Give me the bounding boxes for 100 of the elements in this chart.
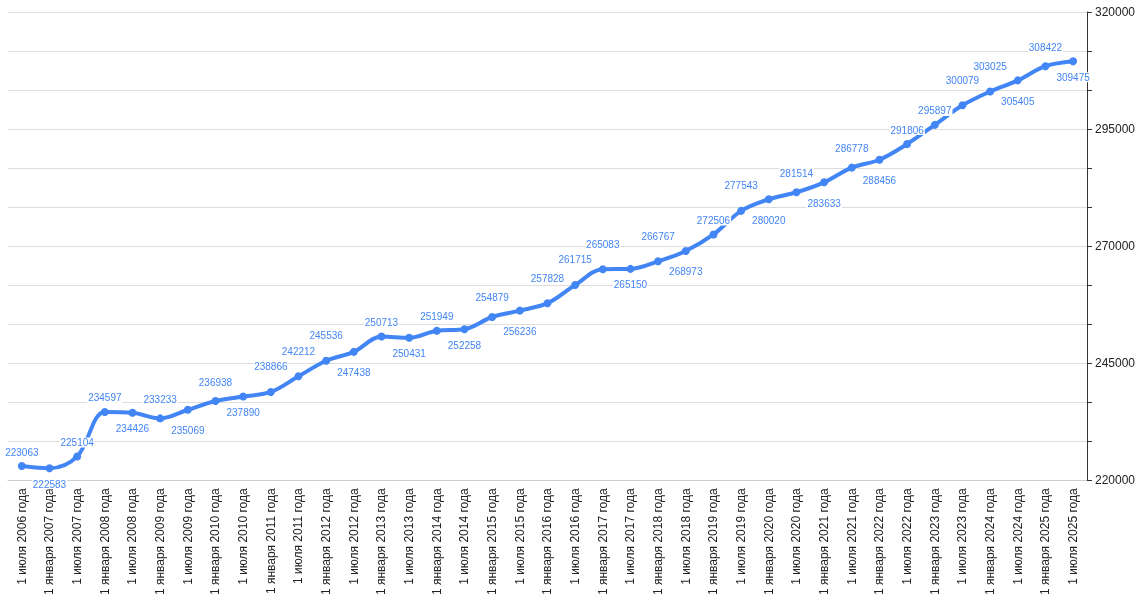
- x-tick-label: 1 января 2007 года: [42, 488, 57, 596]
- y-tick-label: 245000: [1094, 356, 1136, 371]
- data-label: 250431: [392, 348, 427, 360]
- point: [17, 462, 26, 471]
- data-label: 234597: [88, 392, 122, 404]
- data-label: 272506: [696, 214, 731, 226]
- point: [681, 246, 690, 255]
- point: [266, 388, 275, 396]
- point: [45, 464, 54, 473]
- point: [543, 299, 552, 308]
- data-label: 247438: [337, 367, 371, 379]
- data-label: 265083: [586, 238, 620, 250]
- point: [820, 178, 829, 187]
- data-label: 265150: [613, 279, 648, 291]
- point: [460, 325, 469, 334]
- point: [183, 405, 192, 414]
- data-label: 222583: [32, 478, 67, 490]
- point: [349, 347, 358, 356]
- x-tick-label: 1 января 2024 года: [983, 488, 998, 596]
- x-tick-label: 1 января 2013 года: [374, 488, 389, 596]
- data-label: 252258: [447, 339, 482, 351]
- data-label: 286778: [835, 143, 869, 155]
- point: [930, 120, 939, 129]
- point: [322, 356, 331, 365]
- x-tick-label: 1 июля 2013 года: [402, 488, 417, 585]
- data-label: 300079: [945, 74, 980, 86]
- data-label: 308422: [1028, 41, 1063, 53]
- data-label: 305405: [1001, 95, 1035, 107]
- data-label: 223063: [5, 446, 39, 458]
- point: [239, 392, 248, 401]
- point: [737, 206, 746, 215]
- data-label: 236938: [198, 376, 233, 388]
- x-tick-label: 1 января 2017 года: [595, 488, 610, 596]
- data-label: 283633: [807, 197, 842, 209]
- data-label: 233233: [143, 393, 178, 405]
- point: [792, 188, 801, 197]
- data-label: 257828: [530, 272, 565, 284]
- point: [73, 452, 82, 461]
- x-tick-label: 1 июля 2022 года: [900, 488, 915, 585]
- point: [571, 280, 580, 289]
- data-label: 251949: [420, 311, 454, 323]
- x-tick-label: 1 июля 2014 года: [457, 488, 472, 585]
- point: [847, 163, 856, 172]
- x-tick-label: 1 июля 2010 года: [236, 488, 251, 585]
- point: [432, 326, 441, 335]
- x-tick-label: 1 января 2016 года: [540, 488, 555, 596]
- data-label: 225104: [60, 436, 95, 448]
- data-label: 242212: [281, 345, 316, 357]
- point: [211, 397, 220, 406]
- x-tick-label: 1 января 2014 года: [429, 488, 444, 596]
- x-tick-label: 1 января 2023 года: [927, 488, 942, 596]
- x-tick-label: 1 июля 2008 года: [125, 488, 140, 585]
- data-label: 250713: [364, 317, 399, 329]
- x-tick-label: 1 января 2021 года: [817, 488, 832, 596]
- x-tick-label: 1 июля 2016 года: [568, 488, 583, 585]
- x-tick-label: 1 января 2025 года: [1038, 488, 1053, 596]
- data-label: 238866: [254, 361, 288, 373]
- x-tick-label: 1 января 2015 года: [485, 488, 500, 596]
- point: [156, 414, 165, 423]
- x-tick-label: 1 января 2019 года: [706, 488, 721, 596]
- x-tick-label: 1 июля 2018 года: [678, 488, 693, 585]
- y-tick-label: 270000: [1094, 239, 1136, 254]
- x-tick-label: 1 июля 2009 года: [180, 488, 195, 585]
- x-tick-label: 1 июля 2025 года: [1066, 488, 1081, 585]
- point: [515, 306, 524, 315]
- data-label: 281514: [779, 167, 814, 179]
- point: [294, 372, 303, 381]
- data-label: 291806: [890, 124, 925, 136]
- x-tick-label: 1 июля 2007 года: [70, 488, 85, 585]
- data-label: 234426: [115, 423, 150, 435]
- x-tick-label: 1 января 2010 года: [208, 488, 223, 596]
- x-tick-label: 1 июля 2015 года: [512, 488, 527, 585]
- x-tick-label: 1 января 2020 года: [761, 488, 776, 596]
- point: [1069, 57, 1078, 66]
- point: [128, 408, 137, 417]
- x-tick-label: 1 июля 2006 года: [14, 488, 29, 585]
- point: [626, 264, 635, 273]
- data-label: 288456: [862, 175, 897, 187]
- data-label: 254879: [475, 292, 510, 304]
- x-tick-label: 1 июля 2019 года: [734, 488, 749, 585]
- x-tick-label: 1 июля 2024 года: [1010, 488, 1025, 585]
- point: [598, 265, 607, 274]
- data-label: 309475: [1056, 71, 1091, 83]
- data-label: 256236: [503, 326, 537, 338]
- x-tick-label: 1 января 2011 года: [263, 488, 278, 595]
- y-tick-label: 295000: [1094, 122, 1136, 137]
- x-tick-label: 1 июля 2011 года: [291, 488, 306, 584]
- data-label: 303025: [973, 61, 1008, 72]
- point: [654, 257, 663, 266]
- data-label: 268973: [669, 266, 703, 278]
- data-label: 235069: [171, 425, 205, 437]
- point: [903, 140, 912, 149]
- point: [709, 230, 718, 239]
- x-tick-label: 1 января 2018 года: [651, 488, 666, 596]
- x-tick-label: 1 июля 2020 года: [789, 488, 804, 585]
- point: [405, 333, 414, 342]
- data-label: 245536: [309, 330, 344, 342]
- data-label: 261715: [558, 254, 593, 266]
- x-tick-label: 1 января 2012 года: [319, 488, 334, 596]
- x-tick-label: 1 января 2009 года: [153, 488, 168, 596]
